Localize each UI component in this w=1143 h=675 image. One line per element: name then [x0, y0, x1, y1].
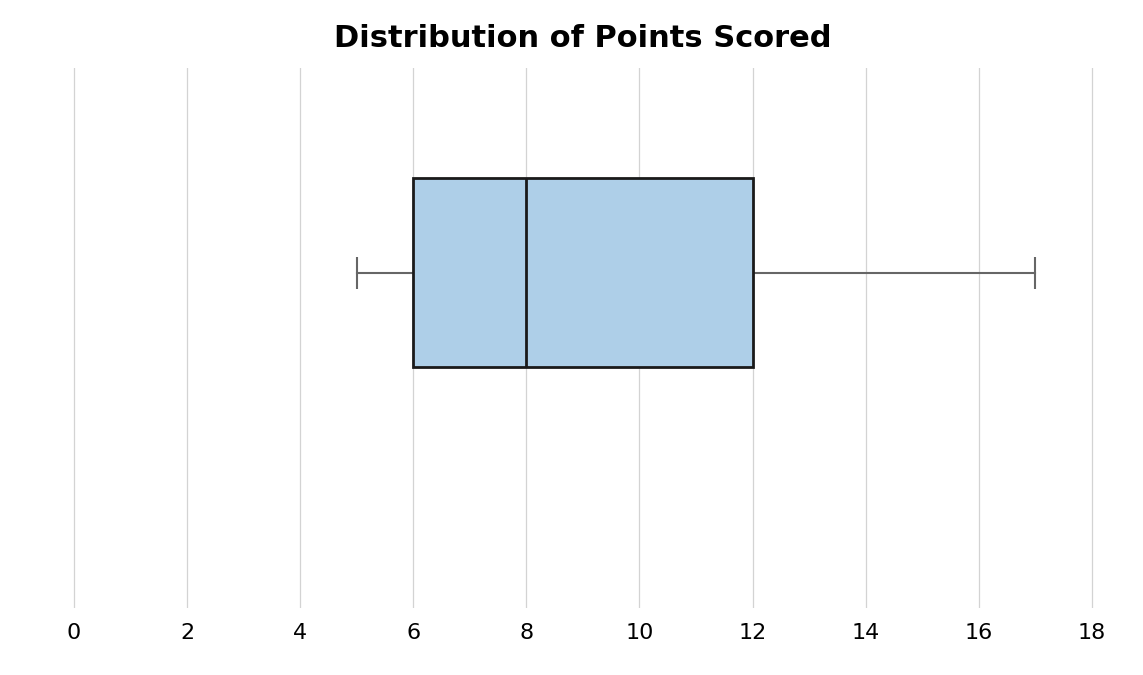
Title: Distribution of Points Scored: Distribution of Points Scored: [334, 24, 832, 53]
Bar: [414, 178, 752, 367]
